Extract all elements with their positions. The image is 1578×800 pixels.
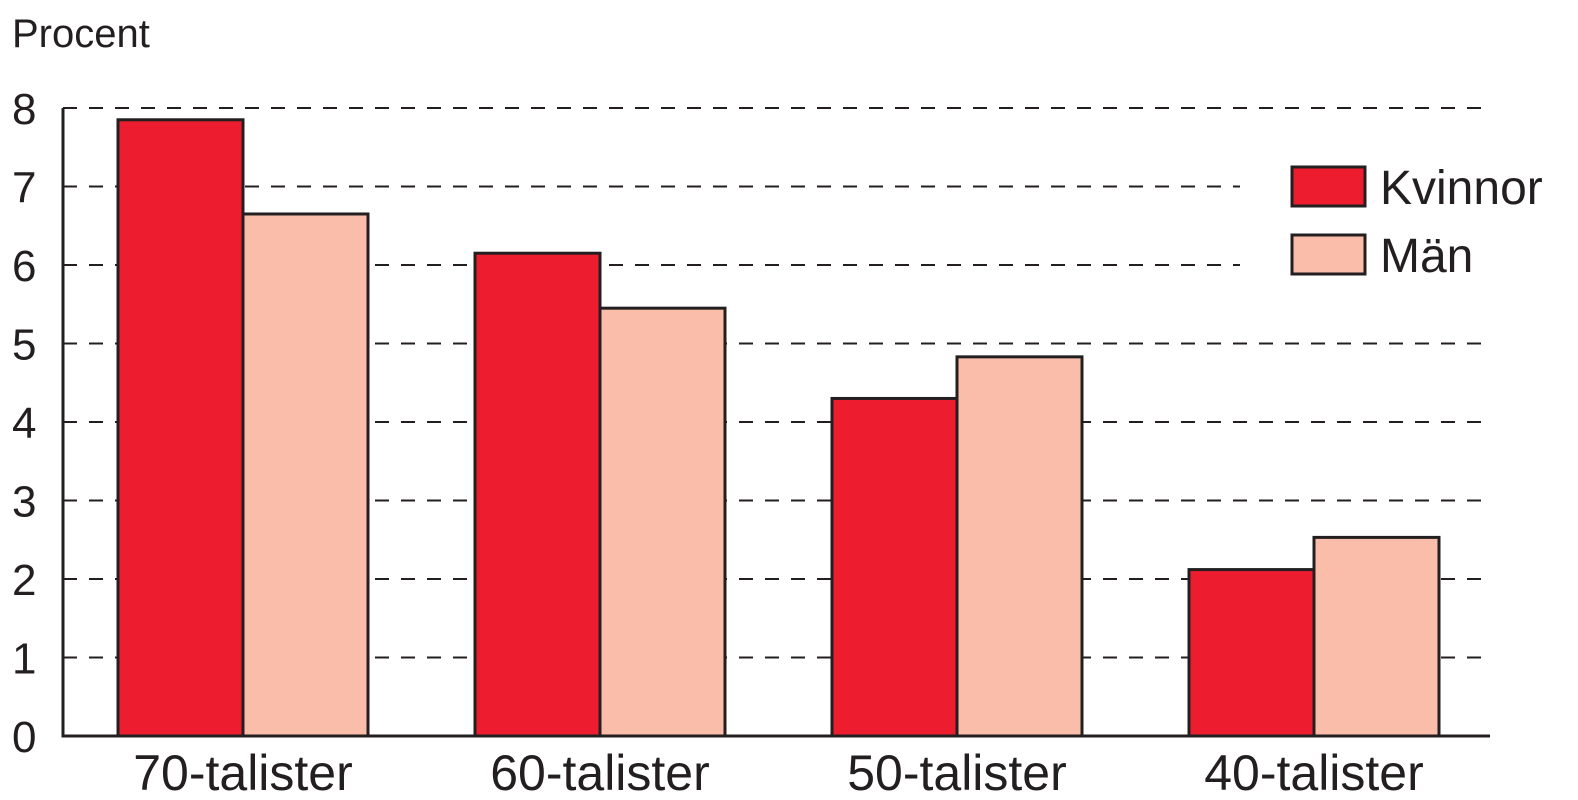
bar-60-talister-Kvinnor [473, 251, 602, 738]
y-tick-label-6: 6 [12, 242, 36, 291]
legend-label-Kvinnor: Kvinnor [1380, 162, 1543, 215]
y-tick-label-2: 2 [12, 556, 36, 605]
bar-70-talister-Kvinnor [116, 118, 245, 738]
category-label-50-talister: 50-talister [847, 745, 1067, 800]
bar-50-talister-Män [955, 355, 1084, 738]
bar-50-talister-Kvinnor [830, 396, 959, 738]
category-labels: 70-talister 60-talister 50-talister 40-tali… [133, 745, 1424, 800]
legend: Kvinnor Män [1290, 162, 1543, 283]
y-tick-label-8: 8 [12, 85, 36, 134]
legend-swatch-Kvinnor [1290, 165, 1367, 208]
bar-70-talister-Män [241, 212, 370, 738]
y-tick-label-4: 4 [12, 399, 36, 448]
y-tick-labels: 0 1 2 3 4 5 6 7 8 [12, 85, 36, 762]
bar-40-talister-Kvinnor [1187, 568, 1316, 738]
y-axis-title: Procent [12, 12, 150, 56]
axes [61, 108, 1490, 738]
bars [116, 118, 1441, 738]
legend-swatch-Män [1290, 233, 1367, 276]
category-label-70-talister: 70-talister [133, 745, 353, 800]
y-tick-label-5: 5 [12, 321, 36, 370]
y-tick-label-1: 1 [12, 635, 36, 684]
bar-40-talister-Män [1312, 535, 1441, 738]
y-tick-label-3: 3 [12, 478, 36, 527]
category-label-60-talister: 60-talister [490, 745, 710, 800]
y-tick-label-0: 0 [12, 713, 36, 762]
category-label-40-talister: 40-talister [1204, 745, 1424, 800]
y-tick-label-7: 7 [12, 164, 36, 213]
legend-label-Män: Män [1380, 230, 1473, 283]
bar-60-talister-Män [598, 306, 727, 738]
